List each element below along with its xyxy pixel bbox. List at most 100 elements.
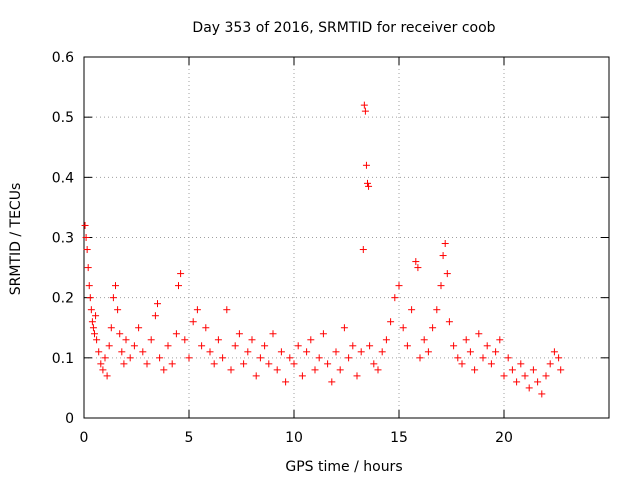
y-axis-label: SRMTID / TECUs	[8, 183, 24, 296]
data-point	[374, 366, 382, 374]
data-point	[130, 342, 138, 350]
data-points	[81, 101, 565, 398]
data-point	[315, 354, 323, 362]
data-point	[231, 342, 239, 350]
data-point	[261, 342, 269, 350]
data-point	[126, 354, 134, 362]
data-point	[391, 294, 399, 302]
data-point	[154, 300, 161, 308]
y-tick-label: 0.4	[52, 170, 74, 186]
data-point	[172, 330, 180, 338]
data-point	[353, 372, 361, 380]
data-point	[471, 366, 479, 374]
data-point	[378, 348, 386, 356]
data-point	[156, 354, 164, 362]
data-point	[151, 312, 159, 320]
y-tick-label: 0	[65, 411, 74, 427]
data-point	[265, 360, 273, 368]
data-point	[487, 360, 495, 368]
data-point	[311, 366, 319, 374]
data-point	[462, 336, 470, 344]
data-point	[206, 348, 214, 356]
data-point	[517, 360, 525, 368]
data-point	[458, 360, 466, 368]
data-point	[483, 342, 491, 350]
data-point	[223, 306, 231, 314]
data-point	[92, 312, 100, 320]
data-point	[454, 354, 462, 362]
data-point	[210, 360, 218, 368]
data-point	[175, 282, 182, 290]
data-point	[277, 348, 285, 356]
data-point	[513, 378, 521, 386]
data-point	[135, 324, 143, 332]
data-point	[87, 306, 95, 314]
data-point	[83, 246, 91, 254]
x-tick-label: 15	[390, 430, 408, 446]
data-point	[81, 221, 89, 229]
data-point	[395, 282, 403, 290]
data-point	[99, 366, 107, 374]
data-point	[143, 360, 151, 368]
data-point	[240, 360, 248, 368]
data-point	[164, 342, 172, 350]
data-point	[269, 330, 277, 338]
data-point	[114, 306, 122, 314]
data-point	[534, 378, 542, 386]
data-point	[95, 348, 103, 356]
data-point	[500, 372, 508, 380]
data-point	[557, 366, 565, 374]
data-point	[248, 336, 256, 344]
data-point	[382, 336, 390, 344]
data-point	[361, 107, 369, 115]
data-point	[319, 330, 327, 338]
data-point	[370, 360, 378, 368]
data-point	[332, 348, 340, 356]
data-point	[508, 366, 516, 374]
data-point	[414, 264, 422, 272]
data-point	[412, 258, 420, 266]
chart-title: Day 353 of 2016, SRMTID for receiver coo…	[192, 20, 495, 36]
axis-ticks: 0 0.1 0.2 0.3 0.4 0.5 0.6 0 5 10 15 20	[52, 50, 609, 446]
data-point	[521, 372, 529, 380]
data-point	[441, 240, 449, 248]
data-point	[496, 336, 504, 344]
data-point	[109, 294, 117, 302]
y-tick-label: 0.3	[52, 231, 74, 247]
data-point	[408, 306, 416, 314]
data-point	[189, 318, 197, 326]
x-tick-label: 5	[185, 430, 194, 446]
data-point	[256, 354, 264, 362]
data-point	[193, 306, 201, 314]
data-point	[450, 342, 458, 350]
data-point	[244, 348, 252, 356]
data-point	[345, 354, 353, 362]
data-point	[93, 336, 101, 344]
data-point	[116, 330, 124, 338]
data-point	[112, 282, 119, 290]
data-point	[273, 366, 281, 374]
data-point	[202, 324, 210, 332]
data-point	[466, 348, 474, 356]
y-tick-label: 0.1	[52, 351, 74, 367]
data-point	[365, 182, 373, 190]
data-point	[103, 372, 111, 380]
data-point	[340, 324, 348, 332]
data-point	[168, 360, 176, 368]
y-tick-label: 0.5	[52, 110, 74, 126]
data-point	[214, 336, 222, 344]
data-point	[89, 324, 97, 332]
data-point	[359, 246, 367, 254]
data-point	[294, 342, 302, 350]
y-tick-label: 0.6	[52, 50, 74, 66]
x-tick-label: 10	[285, 430, 303, 446]
data-point	[492, 348, 500, 356]
data-point	[437, 282, 445, 290]
x-axis-label: GPS time / hours	[285, 459, 402, 475]
axes	[83, 56, 610, 419]
data-point	[364, 179, 371, 187]
data-point	[303, 348, 311, 356]
data-point	[399, 324, 407, 332]
data-point	[525, 384, 533, 392]
x-tick-label: 20	[495, 430, 513, 446]
